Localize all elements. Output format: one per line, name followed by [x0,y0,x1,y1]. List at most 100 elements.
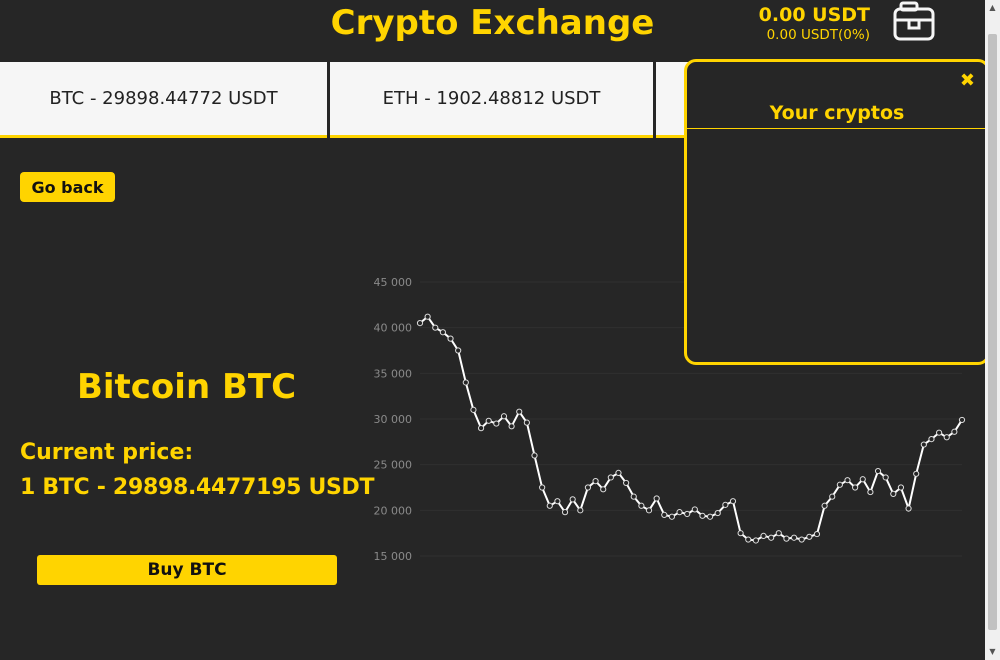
data-point [737,530,744,537]
scroll-down-icon[interactable]: ▼ [989,647,996,656]
data-point [836,481,843,488]
data-point [722,501,729,508]
close-icon[interactable]: ✖ [959,70,975,91]
data-point [890,490,897,497]
ticker-bar: BTC - 29898.44772 USDT ETH - 1902.48812 … [0,62,985,142]
data-point [516,408,523,415]
data-point [615,469,622,476]
data-point [729,498,737,505]
data-point [416,320,424,327]
y-tick-label: 20 000 [374,504,413,517]
data-point [813,530,821,538]
data-point [455,347,462,354]
y-tick-label: 15 000 [374,550,413,563]
data-point [920,441,927,448]
data-point [653,495,660,502]
data-point [752,537,759,544]
data-point [432,324,439,331]
your-cryptos-panel: ✖ Your cryptos [684,59,990,365]
ticker-btc[interactable]: BTC - 29898.44772 USDT [0,62,327,138]
data-point [775,530,782,537]
data-point [638,502,645,509]
data-point [935,429,943,436]
data-point [447,335,454,342]
data-point [897,484,905,491]
data-point [951,428,958,435]
data-point [798,536,805,543]
data-point [768,534,775,541]
data-point [706,513,714,520]
price-chart: 45 000 40 000 35 000 30 000 25 000 20 000 15 0… [374,276,966,563]
data-point [577,507,584,514]
data-point [928,435,935,443]
balance-change: 0.00 USDT(0%) [766,27,870,43]
data-point [630,493,637,500]
coin-name: Bitcoin BTC [76,367,297,407]
data-point [592,478,599,485]
data-point [844,477,851,484]
data-point [943,434,950,441]
ticker-label: BTC - 29898.44772 USDT [49,88,278,109]
data-point [691,506,698,513]
data-point [676,509,683,516]
panel-divider [687,128,987,129]
y-tick-label: 45 000 [374,276,413,289]
data-point [829,493,836,500]
y-tick-label: 40 000 [374,322,413,335]
data-point [485,417,492,424]
data-point [661,511,668,518]
briefcase-icon[interactable] [892,0,936,42]
page-scrollbar[interactable]: ▲ ▼ [985,0,1000,660]
data-point [745,536,752,543]
data-point [462,379,469,386]
scroll-thumb[interactable] [988,34,997,630]
app-title: Crypto Exchange [330,3,655,43]
y-tick-label: 30 000 [374,413,413,426]
data-point [699,512,706,519]
data-point [561,509,569,516]
data-point [523,419,530,426]
data-point [439,329,447,336]
data-point [500,413,508,420]
data-point [913,470,920,477]
scroll-up-icon[interactable]: ▲ [989,3,996,12]
balance-total: 0.00 USDT [758,4,870,26]
data-point [493,420,500,427]
data-point [600,486,607,493]
data-point [958,416,966,424]
data-point [424,313,431,320]
data-point [569,496,576,503]
data-point [554,498,561,505]
wallet-balance: 0.00 USDT 0.00 USDT(0%) [759,4,870,44]
data-point [470,406,477,413]
data-point [852,484,859,491]
data-point [867,488,874,496]
y-tick-label: 35 000 [374,367,413,380]
data-point [668,513,676,520]
data-point [760,532,767,540]
data-point [546,502,553,509]
data-point [539,484,546,491]
current-price-value: 1 BTC - 29898.4477195 USDT [20,475,375,500]
data-point [859,476,866,483]
data-point [882,474,889,481]
current-price-label: Current price: [20,440,194,465]
y-tick-label: 25 000 [374,459,413,472]
data-point [508,423,515,430]
data-point [783,535,790,542]
data-point [684,510,691,518]
ticker-eth[interactable]: ETH - 1902.48812 USDT [330,62,653,138]
go-back-button[interactable]: Go back [20,172,115,202]
data-point [874,467,882,475]
data-point [905,505,912,512]
buy-button[interactable]: Buy BTC [37,555,337,585]
data-point [584,484,592,491]
data-point [623,479,630,487]
data-point [645,507,653,514]
panel-title: Your cryptos [769,102,905,124]
data-point [806,533,813,540]
data-point [607,474,614,481]
data-point [714,509,721,517]
ticker-label: ETH - 1902.48812 USDT [382,88,601,109]
data-point [790,534,798,541]
